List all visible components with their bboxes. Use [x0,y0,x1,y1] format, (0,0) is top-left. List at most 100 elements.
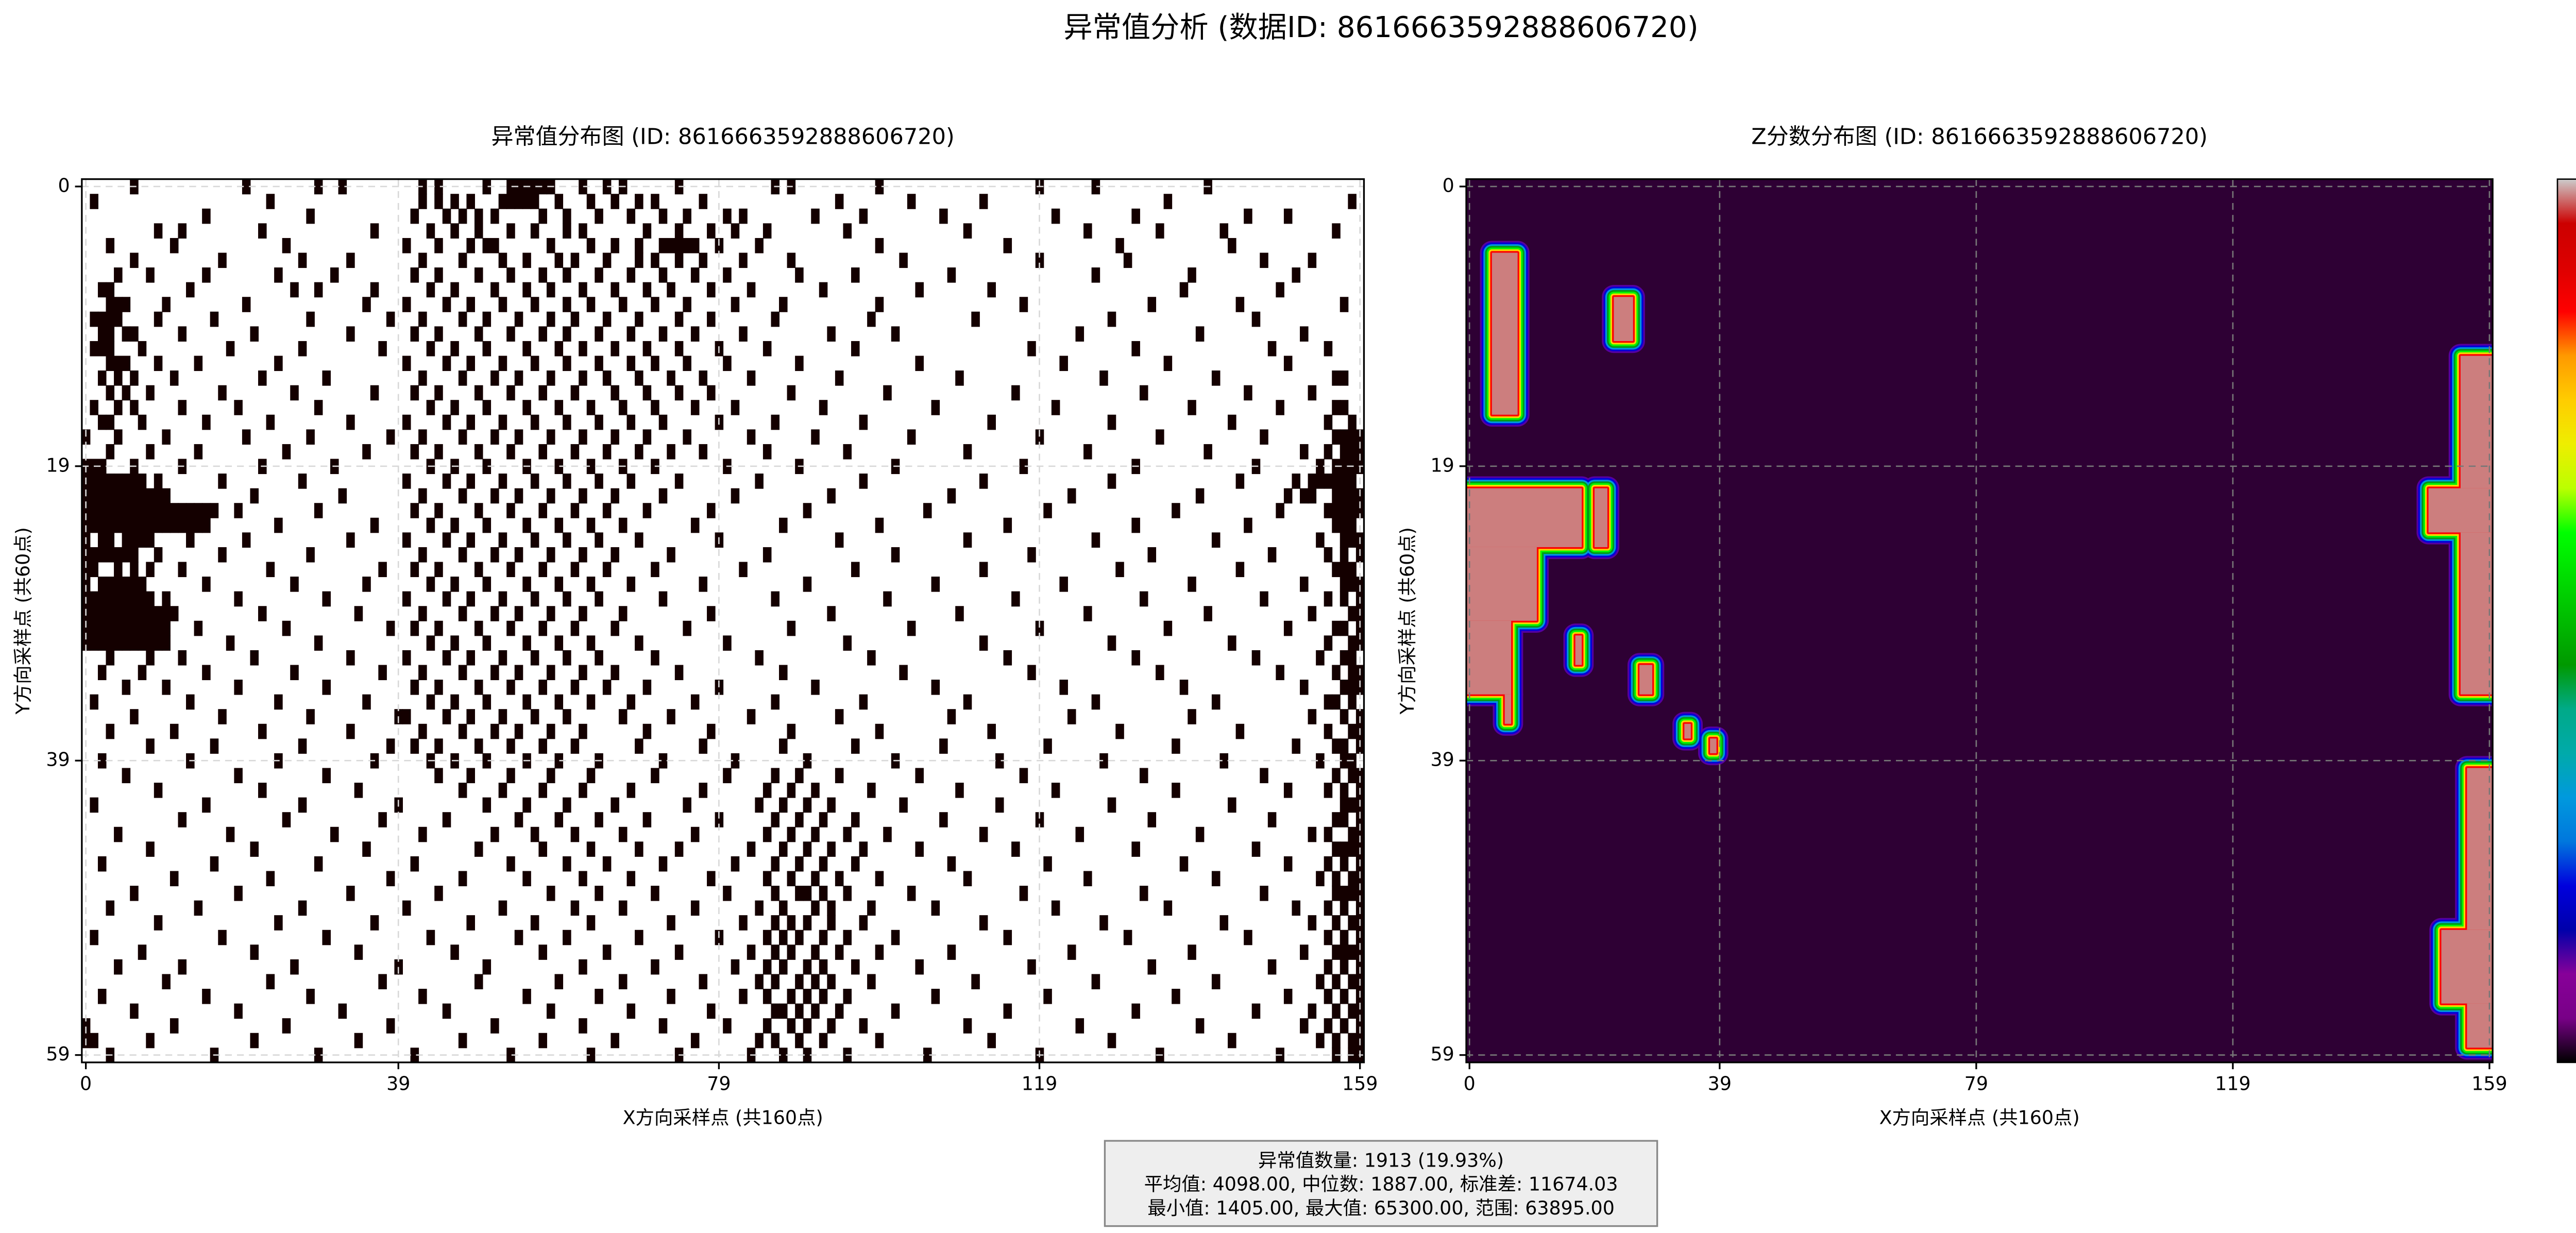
outlier-cell [434,194,443,209]
outlier-cell [1355,429,1365,445]
outlier-cell [803,797,812,813]
outlier-cell [146,562,155,578]
outlier-cell [570,444,580,460]
outlier-cell [1075,326,1084,342]
outlier-cell [771,886,780,901]
outlier-cell [1332,488,1341,504]
outlier-cell [651,650,659,666]
outlier-cell [234,680,243,695]
outlier-cell [683,429,691,445]
outlier-cell [138,414,147,430]
outlier-cell [1115,562,1124,578]
outlier-cell [450,400,459,415]
outlier-cell [97,282,107,298]
y-tick-label: 19 [46,454,70,476]
outlier-cell [346,886,355,901]
outlier-cell [787,252,796,268]
outlier-cell [1324,591,1333,607]
outlier-cell [699,194,708,209]
outlier-cell [538,783,547,798]
outlier-cell [546,488,555,504]
outlier-cell [827,488,836,504]
outlier-cell [298,797,307,813]
outlier-cell [218,709,227,724]
outlier-cell [194,517,203,533]
high-z-region [2460,532,2493,695]
outlier-cell [1228,238,1236,254]
outlier-cell [755,797,764,813]
x-axis-label: X方向采样点 (共160点) [1879,1107,2080,1129]
outlier-cell [434,680,443,695]
outlier-cell [1340,517,1349,533]
high-z-region [1492,252,1518,415]
outlier-cell [1091,179,1100,195]
outlier-cell [250,650,259,666]
outlier-cell [162,591,171,607]
outlier-cell [106,282,115,298]
outlier-cell [1139,768,1148,784]
outlier-cell [1308,474,1317,489]
outlier-cell [162,620,171,636]
outlier-cell [811,900,820,916]
outlier-cell [90,930,98,945]
outlier-cell [739,562,748,578]
outlier-cell [723,267,732,283]
outlier-cell [570,252,580,268]
outlier-cell [378,665,387,681]
outlier-cell [1156,223,1164,239]
outlier-cell [1131,841,1140,857]
outlier-cell [1355,944,1365,960]
outlier-cell [106,385,115,401]
outlier-cell [771,944,780,960]
outlier-cell [386,871,395,887]
outlier-cell [1308,606,1317,621]
outlier-cell [186,517,195,533]
high-z-region [1504,694,1512,724]
outlier-cell [458,208,467,224]
outlier-cell [90,488,98,504]
outlier-cell [90,606,98,621]
outlier-cell [723,1018,732,1034]
outlier-cell [635,444,643,460]
outlier-cell [563,532,571,548]
outlier-cell [210,503,219,518]
outlier-cell [642,385,652,401]
outlier-cell [498,783,507,798]
outlier-cell [530,356,539,371]
outlier-cell [546,311,555,327]
outlier-cell [755,650,764,666]
outlier-cell [1308,1003,1317,1019]
outlier-cell [282,620,291,636]
outlier-cell [346,532,355,548]
outlier-cell [386,620,395,636]
outlier-cell [554,974,564,990]
outlier-cell [699,783,708,798]
outlier-cell [658,1018,668,1034]
outlier-cell [306,429,315,445]
outlier-cell [1332,694,1341,710]
outlier-cell [1324,444,1333,460]
outlier-cell [114,959,123,975]
outlier-cell [731,856,740,872]
outlier-cell [170,370,179,386]
outlier-cell [1083,444,1092,460]
outlier-cell [642,723,652,739]
outlier-cell [787,871,796,887]
region-layer [1466,241,2493,1060]
outlier-cell [579,665,587,681]
outlier-cell [506,179,515,195]
outlier-cell [466,532,475,548]
outlier-cell [658,856,668,872]
outlier-cell [1348,841,1357,857]
outlier-cell [1195,826,1205,842]
outlier-cell [114,606,123,621]
outlier-cell [466,591,475,607]
outlier-cell [474,562,483,578]
outlier-cell [1043,738,1052,754]
outlier-cell [546,282,555,298]
outlier-cell [418,429,427,445]
outlier-cell [450,282,459,298]
outlier-cell [674,252,684,268]
outlier-cell [819,812,828,827]
outlier-cell [114,488,123,504]
